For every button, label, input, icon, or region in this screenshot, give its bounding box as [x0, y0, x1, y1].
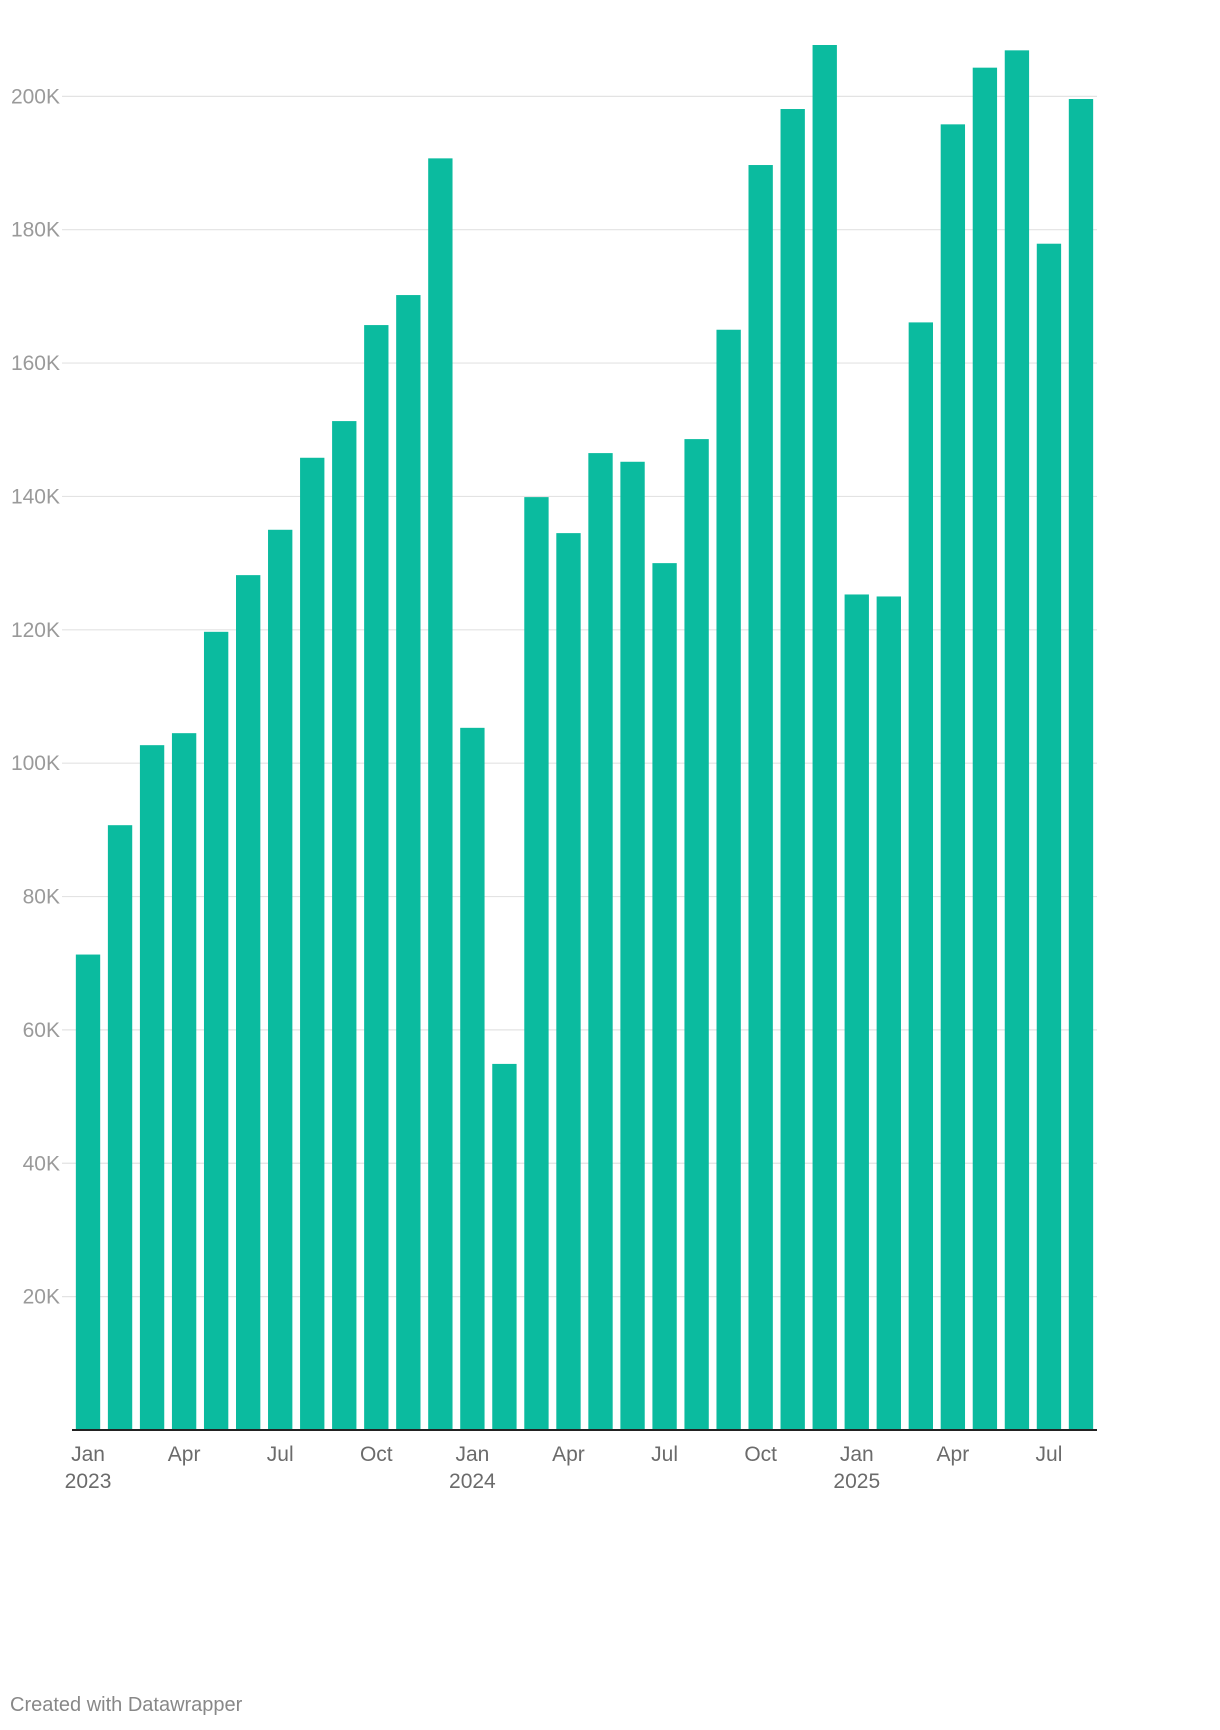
y-tick-label: 40K	[23, 1152, 60, 1175]
bar-2025-08	[1068, 99, 1094, 1430]
y-tick-label: 20K	[23, 1286, 60, 1309]
y-tick-label: 140K	[11, 485, 60, 508]
bar-2025-02	[876, 596, 901, 1430]
bar-2024-03	[524, 497, 549, 1430]
footer-credit: Created with Datawrapper	[10, 1694, 243, 1716]
bar-chart: 20K 40K 60K 80K 100K 120K 140K 160K 180K 200K Jan…	[11, 45, 1097, 1493]
x-tick-label: Apr	[937, 1443, 970, 1466]
y-tick-label: 60K	[23, 1019, 60, 1042]
bar-2023-10	[364, 325, 389, 1430]
x-tick-label: Apr	[552, 1443, 585, 1466]
bar-2025-05	[972, 67, 998, 1430]
bar-2024-11	[780, 109, 805, 1430]
x-tick-year-label: 2024	[449, 1470, 496, 1493]
y-tick-label: 180K	[11, 219, 60, 242]
chart-canvas: 20K 40K 60K 80K 100K 120K 140K 160K 180K 200K Jan…	[11, 45, 1097, 1493]
x-tick-label: Jul	[1036, 1443, 1063, 1466]
bar-2023-07	[268, 529, 293, 1430]
x-tick-label: Jan	[71, 1443, 105, 1466]
bar-2024-12	[812, 45, 837, 1430]
bar-2023-01	[75, 954, 101, 1430]
bar-2023-12	[428, 158, 453, 1431]
x-tick-label: Oct	[360, 1443, 393, 1466]
x-tick-label: Jan	[840, 1443, 874, 1466]
x-tick-label: Oct	[744, 1443, 777, 1466]
bar-2025-06	[1004, 50, 1030, 1431]
x-tick-label: Jul	[267, 1443, 294, 1466]
bar-2024-04	[556, 533, 581, 1430]
bar-2023-02	[107, 825, 133, 1430]
x-tick-year-label: 2025	[833, 1470, 880, 1493]
y-tick-label: 80K	[23, 886, 60, 909]
bar-2025-07	[1036, 243, 1062, 1431]
bar-2023-11	[396, 295, 421, 1430]
x-tick-year-label: 2023	[65, 1470, 112, 1493]
bar-2024-09	[716, 329, 741, 1430]
bars	[75, 45, 1094, 1431]
y-tick-label: 120K	[11, 619, 60, 642]
bar-2024-01	[460, 727, 485, 1430]
x-tick-label: Apr	[168, 1443, 201, 1466]
bar-2025-04	[940, 124, 966, 1431]
bar-2023-06	[236, 575, 261, 1430]
bar-2024-10	[748, 165, 773, 1430]
y-tick-label: 200K	[11, 85, 60, 108]
bar-2024-07	[652, 563, 677, 1431]
bar-2023-04	[171, 733, 197, 1430]
bar-2023-09	[332, 421, 357, 1431]
y-tick-label: 160K	[11, 352, 60, 375]
bar-2024-06	[620, 461, 645, 1430]
x-tick-label: Jan	[455, 1443, 489, 1466]
bar-2023-08	[300, 457, 325, 1430]
bar-2024-02	[492, 1063, 517, 1430]
bar-2023-03	[139, 745, 165, 1430]
bar-2023-05	[203, 631, 229, 1430]
x-tick-label: Jul	[651, 1443, 678, 1466]
bar-2024-08	[684, 439, 709, 1431]
bar-2024-05	[588, 453, 613, 1431]
axes: Jan 2023 Apr Jul Oct Jan 2024 Apr Jul Oct Jan 2025 A…	[65, 1429, 1097, 1493]
bar-2025-03	[908, 322, 933, 1430]
bar-2025-01	[844, 594, 869, 1430]
y-tick-label: 100K	[11, 752, 60, 775]
